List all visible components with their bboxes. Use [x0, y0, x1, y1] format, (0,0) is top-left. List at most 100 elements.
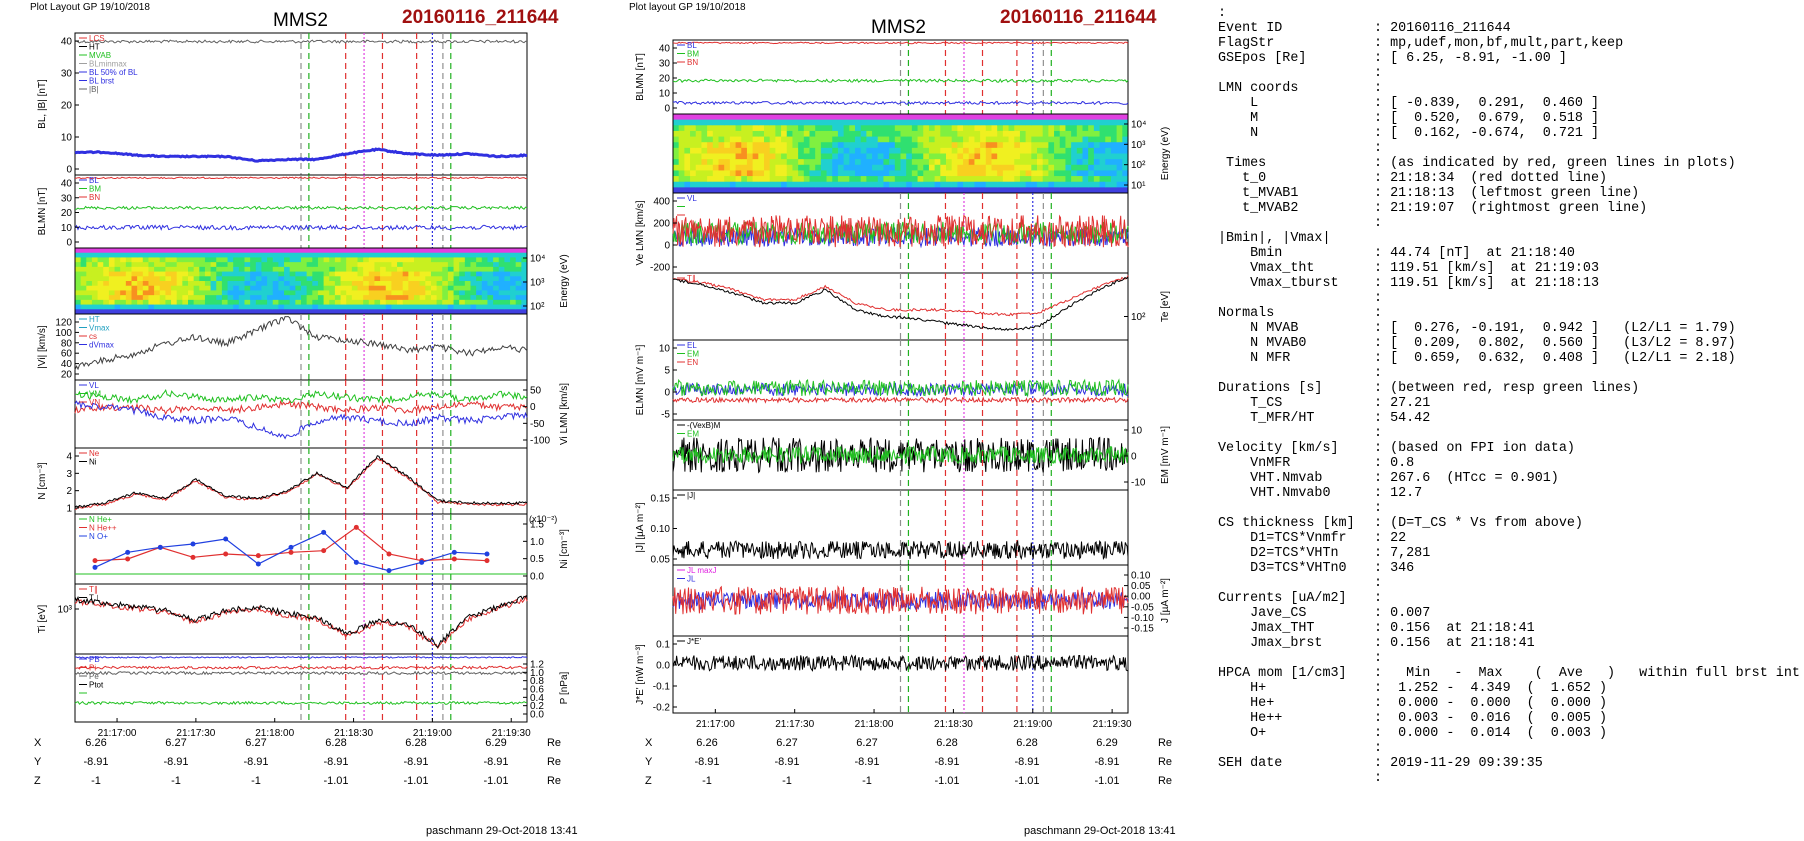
y-axis-title: |Vi| [km/s]	[37, 325, 48, 369]
spectrogram-cell	[199, 299, 206, 306]
spectrogram-cell	[86, 276, 93, 282]
spectrogram-cell	[1110, 114, 1118, 121]
spectrogram-cell	[1019, 142, 1027, 149]
spectrogram-cell	[741, 125, 748, 132]
spectrogram-cell	[1105, 159, 1112, 166]
spectrogram-cell	[735, 153, 742, 160]
spectrogram-cell	[1093, 187, 1101, 194]
spectrogram-cell	[521, 281, 528, 287]
spectrogram-cell	[75, 262, 82, 268]
spectrogram-cell	[374, 248, 381, 254]
spectrogram-cell	[419, 290, 426, 296]
y-tick-label: 10²	[1131, 312, 1146, 323]
spectrogram-cell	[1105, 153, 1112, 160]
spectrogram-cell	[515, 262, 522, 268]
spectrogram-cell	[741, 114, 748, 121]
info-line: :	[1218, 651, 1800, 666]
y-axis-title: |J| [µA m⁻²]	[635, 502, 646, 552]
spectrogram-cell	[86, 266, 93, 273]
y-tick-label: 3	[66, 469, 72, 480]
spectrogram-cell	[447, 271, 455, 277]
spectrogram-cell	[1071, 164, 1078, 171]
spectrogram-cell	[832, 114, 839, 121]
spectrogram-cell	[91, 295, 99, 301]
spectrogram-cell	[351, 248, 358, 254]
spectrogram-cell	[329, 304, 336, 310]
spectrogram-cell	[1088, 187, 1095, 194]
spectrogram-cell	[673, 142, 680, 149]
spectrogram-cell	[521, 257, 528, 263]
spectrogram-cell	[1014, 147, 1021, 154]
series-line	[75, 389, 528, 405]
spectrogram-cell	[695, 187, 702, 194]
spectrogram-cell	[695, 147, 702, 154]
spectrogram-cell	[442, 295, 449, 301]
spectrogram-cell	[487, 257, 494, 263]
spectrogram-cell	[951, 119, 958, 126]
spectrogram-cell	[114, 276, 121, 282]
spectrogram-cell	[1099, 114, 1106, 121]
spectrogram-cell	[758, 164, 765, 171]
spectrogram-cell	[678, 130, 685, 138]
legend-entry: VL	[687, 194, 697, 203]
spectrogram-cell	[363, 262, 370, 268]
info-key: T_MFR/HT	[1218, 411, 1315, 426]
spectrogram-cell	[244, 281, 251, 287]
spectrogram-cell	[1122, 176, 1129, 183]
y-tick-label: -10	[1131, 478, 1146, 489]
info-value: : 21:18:34 (red dotted line)	[1374, 171, 1608, 186]
spectrogram-cell	[877, 170, 884, 177]
spectrogram-cell	[1008, 119, 1015, 126]
spectrogram-cell	[312, 299, 319, 306]
spectrogram-cell	[267, 304, 274, 310]
spectrogram-cell	[176, 252, 183, 258]
spectrogram-cell	[408, 285, 415, 291]
y-tick-label: 80	[61, 338, 73, 349]
spectrogram-cell	[182, 309, 189, 315]
spectrogram-cell	[985, 187, 992, 194]
spectrogram-cell	[447, 309, 455, 315]
spectrogram-cell	[131, 304, 138, 310]
spectrogram-cell	[397, 266, 404, 273]
spectrogram-cell	[718, 181, 725, 188]
spectrogram-cell	[363, 276, 370, 282]
spectrogram-cell	[221, 285, 229, 291]
info-value: : 7,281	[1374, 546, 1431, 561]
spectrogram-cell	[1008, 147, 1015, 154]
spectrogram-cell	[221, 257, 229, 263]
series-line	[672, 78, 1129, 83]
spectrogram-cell	[521, 285, 528, 291]
spectrogram-cell	[792, 125, 799, 132]
legend-entry: JL maxJ	[687, 566, 717, 575]
spectrogram-cell	[204, 304, 212, 310]
spectrogram-cell	[1082, 136, 1089, 143]
spectrogram-cell	[363, 252, 370, 258]
x-tick-label: 21:17:30	[775, 719, 814, 730]
spectrogram-cell	[521, 262, 528, 268]
spectrogram-cell	[1105, 181, 1112, 188]
spectrogram-cell	[917, 136, 924, 143]
info-value: :	[1374, 81, 1383, 96]
spectrogram-cell	[843, 114, 850, 121]
legend-entry: VL	[89, 381, 99, 390]
spectrogram-cell	[849, 119, 856, 126]
y-tick-label: 0.1	[656, 640, 670, 651]
spectrogram-cell	[724, 153, 731, 160]
y-tick-label: -0.15	[1131, 624, 1154, 635]
spectrogram-cell	[1042, 187, 1049, 194]
spectrogram-cell	[425, 295, 432, 301]
spectrogram-cell	[137, 276, 144, 282]
spectrogram-cell	[968, 125, 975, 132]
spectrogram-cell	[334, 295, 342, 301]
spectrogram-cell	[408, 248, 415, 254]
spectrogram-cell	[798, 114, 805, 121]
spectrogram-cell	[188, 262, 195, 268]
legend-entry: EM	[687, 350, 699, 359]
spectrogram-cell	[340, 266, 347, 273]
y-tick-label: 10	[61, 223, 73, 234]
spectrogram-cell	[86, 271, 93, 277]
spectrogram-cell	[883, 153, 890, 160]
spectrogram-cell	[272, 304, 279, 310]
spectrogram-cell	[221, 281, 229, 287]
